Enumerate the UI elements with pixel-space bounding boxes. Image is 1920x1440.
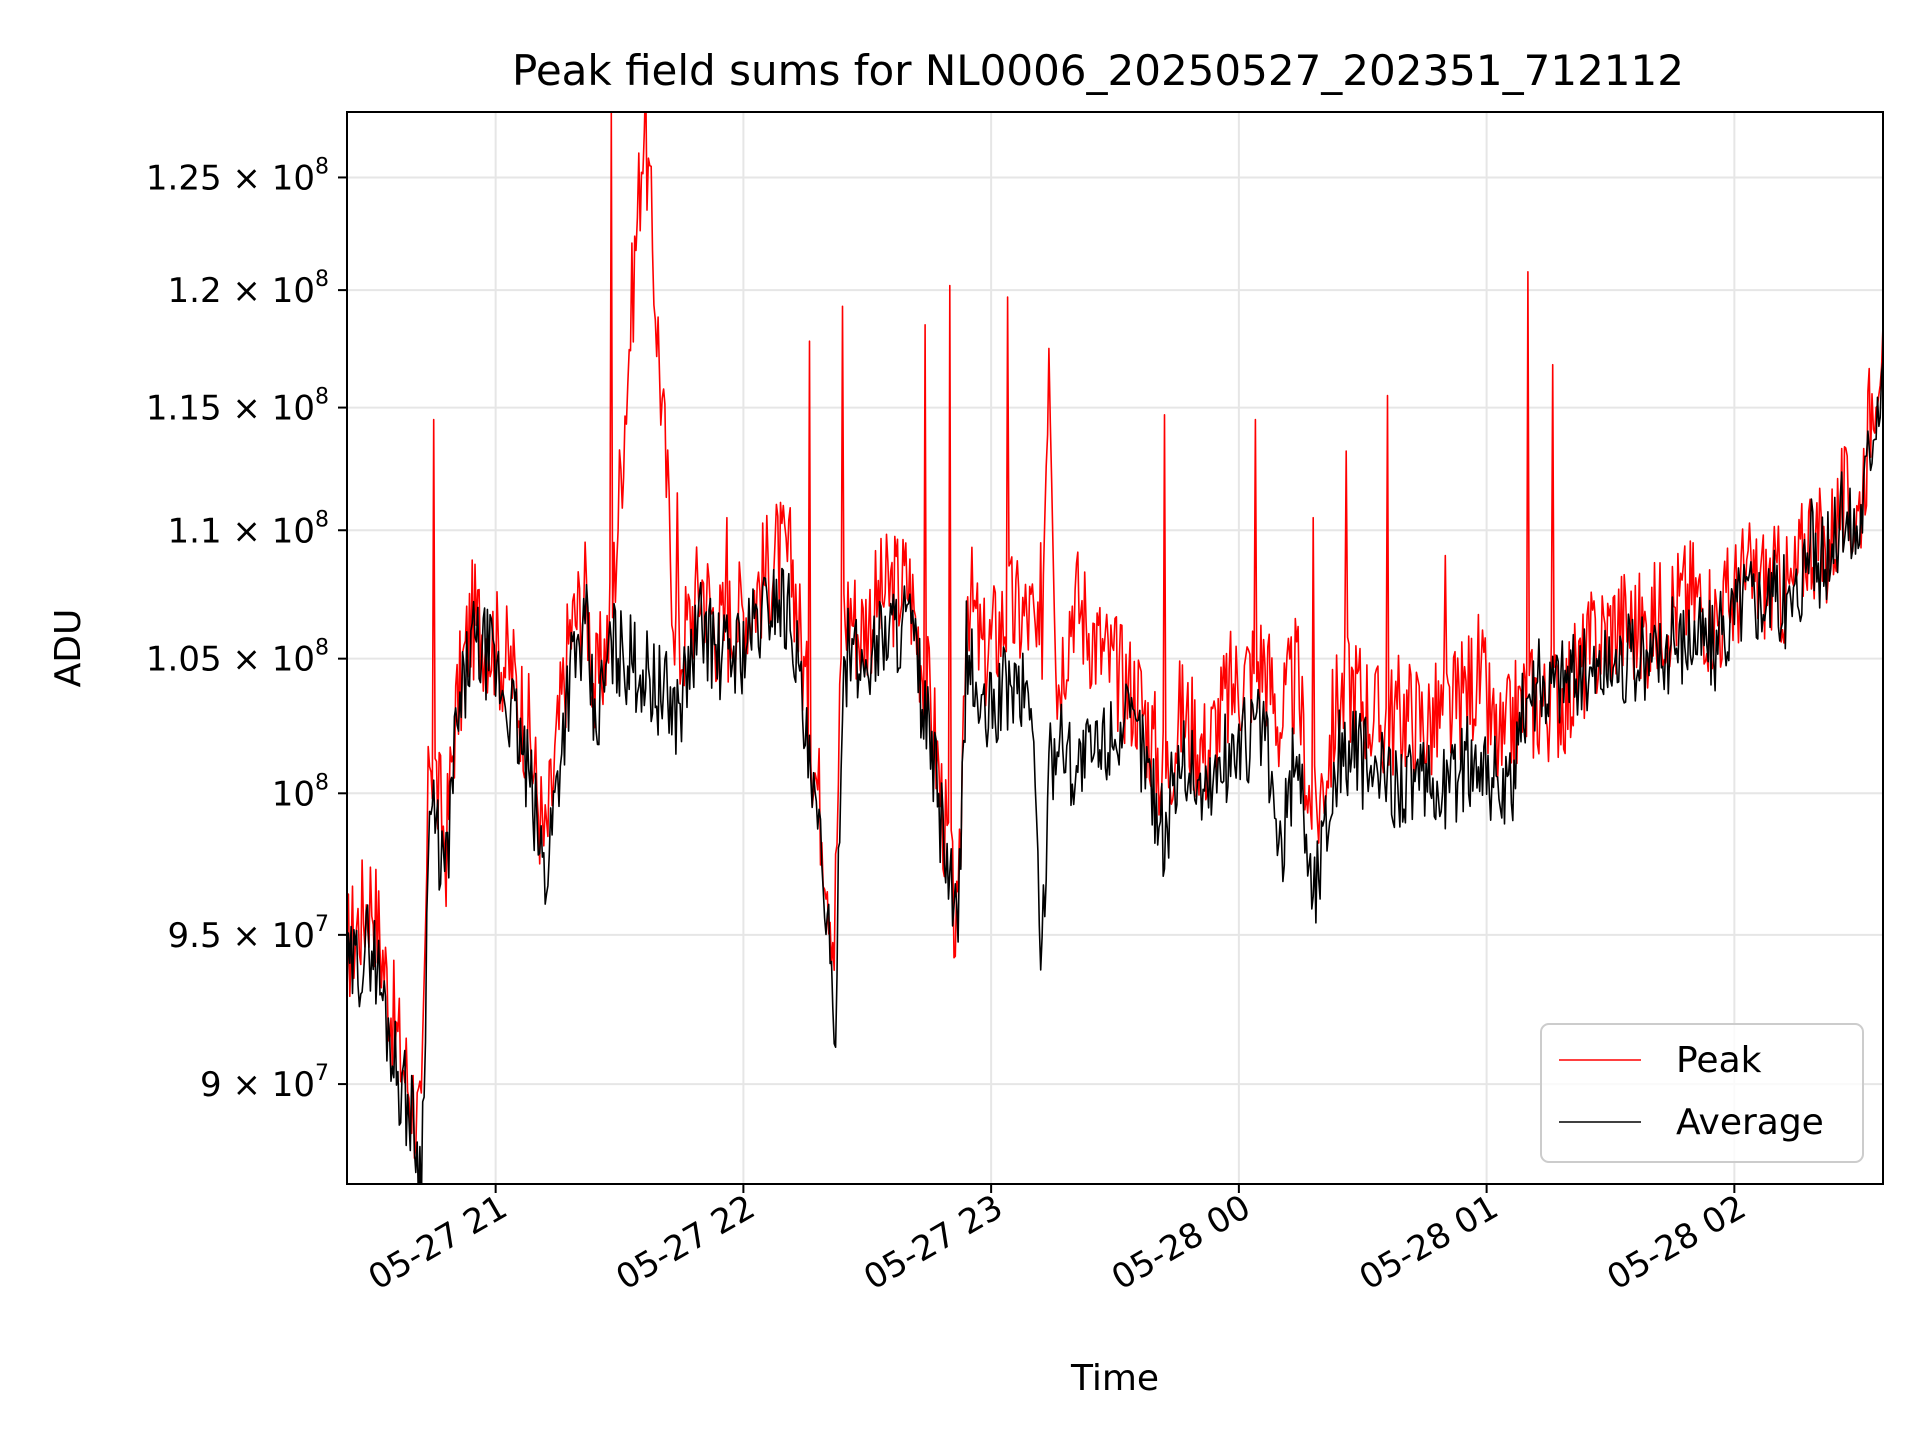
legend-box: [1540, 1023, 1864, 1163]
y-tick-label: 1.2 × 108: [168, 267, 329, 311]
y-tick-label: 1.1 × 108: [168, 507, 329, 551]
y-tick-label: 1.15 × 108: [146, 385, 329, 429]
plot-area: [347, 112, 1883, 1184]
y-tick-label: 1.05 × 108: [146, 636, 329, 680]
legend-label-peak: Peak: [1676, 1040, 1762, 1081]
y-tick-label: 9 × 107: [200, 1061, 329, 1105]
legend-label-average: Average: [1676, 1102, 1824, 1143]
series-line-average: [347, 359, 1883, 1184]
legend: Peak Average: [1540, 1023, 1864, 1163]
y-tick-label: 1.25 × 108: [146, 154, 329, 198]
y-tick-label: 9.5 × 107: [168, 912, 329, 956]
y-tick-label: 108: [272, 770, 329, 814]
y-axis: 9 × 107 9.5 × 107 108 1.05 × 108 1.1 × 108 1.…: [146, 154, 347, 1105]
chart-title: Peak field sums for NL0006_20250527_2023…: [512, 46, 1684, 95]
x-axis-title: Time: [1070, 1358, 1159, 1399]
y-axis-title: ADU: [48, 609, 89, 688]
plot-frame: [346, 111, 1884, 1185]
